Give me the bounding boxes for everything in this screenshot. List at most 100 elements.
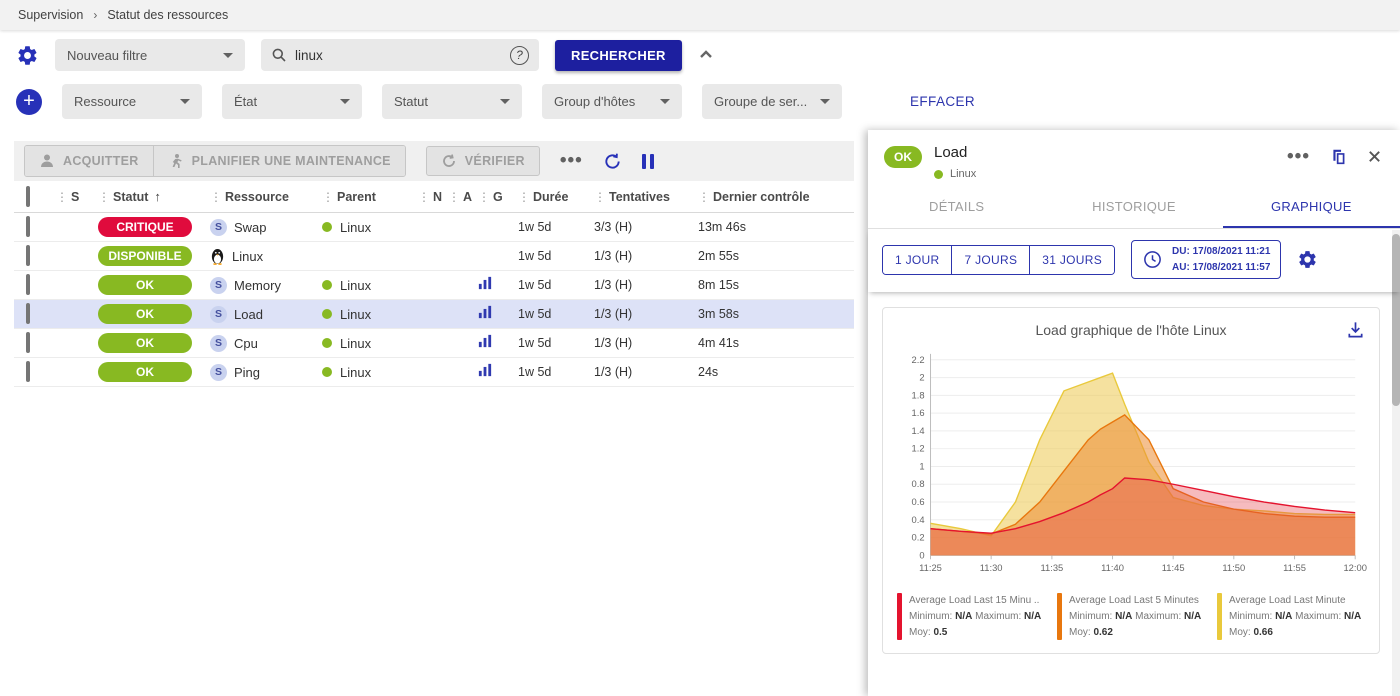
chevron-down-icon bbox=[500, 99, 510, 104]
column-header-a[interactable]: ⋮ A bbox=[448, 190, 478, 204]
graph-icon[interactable] bbox=[478, 305, 492, 323]
refresh-icon[interactable] bbox=[603, 152, 622, 171]
drag-handle-icon[interactable]: ⋮ bbox=[418, 189, 430, 204]
row-checkbox[interactable] bbox=[26, 361, 30, 382]
column-label: Parent bbox=[337, 189, 376, 204]
criteria-select[interactable]: Ressource bbox=[62, 84, 202, 119]
select-all-checkbox[interactable] bbox=[26, 185, 30, 207]
breadcrumb-item[interactable]: Supervision bbox=[18, 8, 84, 22]
drag-handle-icon[interactable]: ⋮ bbox=[518, 189, 530, 204]
drag-handle-icon[interactable]: ⋮ bbox=[698, 189, 710, 204]
column-header-dernier-contr-le[interactable]: ⋮ Dernier contrôle bbox=[698, 190, 848, 204]
drag-handle-icon[interactable]: ⋮ bbox=[448, 189, 460, 204]
column-header-ressource[interactable]: ⋮ Ressource bbox=[210, 190, 322, 204]
column-header-s[interactable]: ⋮ S bbox=[56, 190, 98, 204]
panel-scrollbar[interactable] bbox=[1392, 230, 1400, 696]
criteria-select[interactable]: Group d'hôtes bbox=[542, 84, 682, 119]
help-icon[interactable]: ? bbox=[510, 45, 529, 65]
filter-settings-gear-icon[interactable] bbox=[16, 44, 39, 67]
add-criteria-icon[interactable]: + bbox=[16, 88, 42, 115]
graph-icon[interactable] bbox=[478, 276, 492, 294]
table-row[interactable]: DISPONIBLE Linux 1w 5d 1/3 (H) 2m 55s bbox=[14, 242, 854, 271]
service-icon: S bbox=[210, 334, 227, 352]
column-header-parent[interactable]: ⋮ Parent bbox=[322, 190, 418, 204]
resource-cell[interactable]: S Load bbox=[210, 305, 322, 323]
close-panel-icon[interactable] bbox=[1367, 149, 1382, 164]
copy-link-icon[interactable] bbox=[1330, 148, 1347, 165]
download-graph-icon[interactable] bbox=[1346, 320, 1365, 344]
acknowledge-label: ACQUITTER bbox=[63, 154, 139, 168]
check-button[interactable]: VÉRIFIER bbox=[425, 146, 540, 176]
table-row[interactable]: OK S Ping Linux 1w 5d 1/3 (H) 24s bbox=[14, 358, 854, 387]
graph-settings-gear-icon[interactable] bbox=[1297, 249, 1318, 270]
duration-cell: 1w 5d bbox=[518, 307, 552, 321]
drag-handle-icon[interactable]: ⋮ bbox=[98, 189, 110, 204]
column-header-tentatives[interactable]: ⋮ Tentatives bbox=[594, 190, 698, 204]
graph-icon[interactable] bbox=[478, 363, 492, 381]
acknowledge-button[interactable]: ACQUITTER bbox=[25, 146, 153, 176]
criteria-select[interactable]: État bbox=[222, 84, 362, 119]
legend-color-bar bbox=[897, 592, 902, 640]
criteria-select[interactable]: Groupe de ser... bbox=[702, 84, 842, 119]
drag-handle-icon[interactable]: ⋮ bbox=[478, 189, 490, 204]
resource-name: Cpu bbox=[234, 335, 258, 351]
graph-title: Load graphique de l'hôte Linux bbox=[1035, 322, 1227, 338]
table-row[interactable]: CRITIQUE S Swap Linux 1w 5d 3/3 (H) 13m 4… bbox=[14, 213, 854, 242]
last-check-cell: 4m 41s bbox=[698, 336, 739, 350]
legend-item[interactable]: Average Load Last 5 Minutes Minimum: N/A… bbox=[1057, 592, 1205, 641]
svg-text:2: 2 bbox=[919, 373, 924, 383]
graph-icon[interactable] bbox=[478, 334, 492, 352]
table-row[interactable]: OK S Cpu Linux 1w 5d 1/3 (H) 4m 41s bbox=[14, 329, 854, 358]
column-header-dur-e[interactable]: ⋮ Durée bbox=[518, 190, 594, 204]
collapse-filters-icon[interactable] bbox=[698, 47, 714, 63]
resource-cell[interactable]: S Swap bbox=[210, 218, 322, 236]
legend-item[interactable]: Average Load Last 15 Minu .. Minimum: N/… bbox=[897, 592, 1045, 641]
drag-handle-icon[interactable]: ⋮ bbox=[594, 189, 606, 204]
pause-icon[interactable] bbox=[641, 153, 654, 169]
row-checkbox[interactable] bbox=[26, 216, 30, 237]
date-range-picker[interactable]: DU: 17/08/2021 11:21 AU: 17/08/2021 11:5… bbox=[1131, 240, 1282, 279]
row-checkbox[interactable] bbox=[26, 245, 30, 266]
search-button[interactable]: RECHERCHER bbox=[555, 39, 682, 71]
resource-name: Ping bbox=[234, 364, 261, 380]
drag-handle-icon[interactable]: ⋮ bbox=[56, 189, 68, 204]
tab-d-tails[interactable]: DÉTAILS bbox=[929, 199, 985, 214]
drag-handle-icon[interactable]: ⋮ bbox=[322, 189, 334, 204]
resource-cell[interactable]: S Ping bbox=[210, 363, 322, 381]
resource-cell[interactable]: S Memory bbox=[210, 276, 322, 294]
legend-series-name: Average Load Last 15 Minu .. bbox=[909, 594, 1040, 606]
parent-cell: Linux bbox=[322, 220, 418, 235]
saved-filter-select[interactable]: Nouveau filtre bbox=[55, 39, 245, 71]
chevron-down-icon bbox=[660, 99, 670, 104]
maintenance-button[interactable]: PLANIFIER UNE MAINTENANCE bbox=[152, 146, 405, 176]
criteria-select[interactable]: Statut bbox=[382, 84, 522, 119]
resource-cell[interactable]: Linux bbox=[210, 248, 322, 265]
resource-cell[interactable]: S Cpu bbox=[210, 334, 322, 352]
column-header-g[interactable]: ⋮ G bbox=[478, 190, 518, 204]
legend-item[interactable]: Average Load Last Minute Minimum: N/A Ma… bbox=[1217, 592, 1365, 641]
date-range-text: DU: 17/08/2021 11:21 AU: 17/08/2021 11:5… bbox=[1172, 244, 1270, 275]
duration-cell: 1w 5d bbox=[518, 220, 552, 234]
sort-asc-icon[interactable]: ↑ bbox=[154, 189, 161, 204]
row-checkbox[interactable] bbox=[26, 332, 30, 353]
criteria-select-label: Groupe de ser... bbox=[714, 94, 808, 109]
table-row[interactable]: OK S Load Linux 1w 5d 1/3 (H) 3m 58s bbox=[14, 300, 854, 329]
row-checkbox[interactable] bbox=[26, 303, 30, 324]
panel-scrollbar-thumb[interactable] bbox=[1392, 234, 1400, 406]
period-button[interactable]: 1 JOUR bbox=[883, 245, 952, 274]
drag-handle-icon[interactable]: ⋮ bbox=[210, 189, 222, 204]
tab-historique[interactable]: HISTORIQUE bbox=[1092, 199, 1176, 214]
column-label: A bbox=[463, 189, 473, 204]
clear-filters-link[interactable]: EFFACER bbox=[910, 94, 976, 109]
row-checkbox[interactable] bbox=[26, 274, 30, 295]
table-row[interactable]: OK S Memory Linux 1w 5d 1/3 (H) 8m 15s bbox=[14, 271, 854, 300]
period-button[interactable]: 7 JOURS bbox=[951, 245, 1030, 274]
search-input[interactable] bbox=[295, 47, 502, 63]
svg-text:1: 1 bbox=[919, 461, 924, 471]
tab-graphique[interactable]: GRAPHIQUE bbox=[1222, 188, 1400, 228]
period-button[interactable]: 31 JOURS bbox=[1029, 245, 1115, 274]
load-graph[interactable]: 0 0.2 0.4 0.6 0.8 1 1.2 1.4 1.6 1.8 2 2.2 11:25 11:30… bbox=[891, 344, 1371, 591]
column-header-statut[interactable]: ⋮ Statut ↑ bbox=[98, 189, 210, 204]
column-header-n[interactable]: ⋮ N bbox=[418, 190, 448, 204]
breadcrumb-item[interactable]: Statut des ressources bbox=[107, 8, 229, 22]
